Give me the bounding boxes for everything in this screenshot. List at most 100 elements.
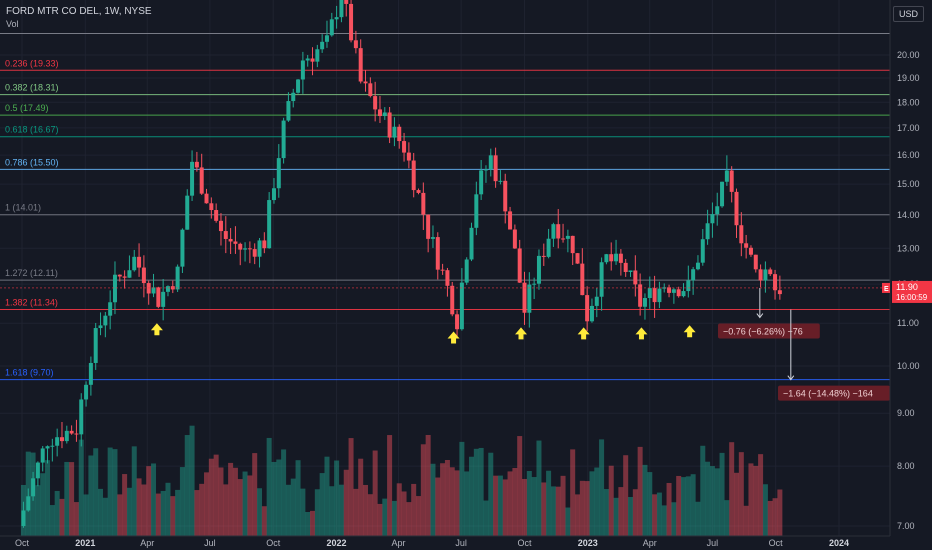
- candle-body: [194, 161, 199, 168]
- earnings-badge-label: E: [884, 286, 889, 293]
- volume-bar: [117, 494, 123, 536]
- candle-body: [223, 231, 228, 239]
- volume-bar: [146, 466, 152, 536]
- candle-body: [570, 235, 575, 254]
- volume-bar: [300, 488, 306, 536]
- volume-bar: [690, 474, 696, 536]
- candle-body: [551, 224, 556, 239]
- candle-body: [734, 191, 739, 226]
- volume-bar: [579, 480, 585, 536]
- volume-bar: [493, 475, 499, 536]
- candle-body: [411, 160, 416, 191]
- volume-bar: [242, 471, 248, 536]
- volume-bar: [334, 460, 340, 536]
- x-tick-label: Apr: [391, 538, 405, 548]
- volume-bar: [363, 484, 369, 536]
- candle-body: [165, 286, 170, 292]
- candle-body: [739, 225, 744, 244]
- y-tick-label: 8.00: [897, 461, 915, 471]
- x-tick-label: Oct: [266, 538, 281, 548]
- candle-body: [35, 462, 40, 479]
- candle-body: [532, 283, 537, 285]
- volume-bar: [93, 448, 99, 536]
- y-tick-label: 18.00: [897, 97, 920, 107]
- volume-bar: [343, 469, 349, 536]
- candle-body: [561, 238, 566, 240]
- volume-bar: [372, 450, 378, 536]
- candle-body: [671, 289, 676, 293]
- volume-bar: [729, 442, 735, 536]
- measurement-tools[interactable]: −0.76 (−6.26%) −76 −1.64 (−14.48%) −164: [718, 287, 890, 401]
- volume-bar: [261, 506, 267, 536]
- current-price-box: [892, 280, 932, 303]
- candle-body: [281, 120, 286, 159]
- candle-body: [652, 288, 657, 303]
- y-tick-label: 13.00: [897, 243, 920, 253]
- candle-body: [729, 170, 734, 192]
- candle-body: [642, 298, 647, 307]
- up-arrow-icon: [635, 327, 648, 340]
- candle-body: [445, 270, 450, 286]
- candle-body: [271, 188, 276, 201]
- fibonacci-retracement[interactable]: 0.236 (19.33) 0.382 (18.31) 0.5 (17.49) 0.6…: [0, 33, 890, 381]
- volume-bar: [228, 462, 234, 536]
- volume-bar: [199, 483, 205, 536]
- symbol-title[interactable]: FORD MTR CO DEL, 1W, NYSE: [6, 6, 152, 17]
- candle-body: [59, 437, 64, 442]
- volume-bar: [555, 486, 561, 536]
- candle-body: [488, 155, 493, 170]
- candle-body: [724, 170, 729, 182]
- volume-bar: [184, 435, 190, 536]
- volume-bar: [102, 497, 108, 536]
- volume-bar: [281, 449, 287, 536]
- candle-body: [377, 109, 382, 117]
- volume-bar: [122, 474, 128, 536]
- volume-bar: [435, 477, 441, 536]
- candle-body: [267, 200, 272, 249]
- volume-bar: [35, 485, 41, 536]
- volume-bar: [420, 444, 426, 536]
- fib-level-label: 0.618 (16.67): [5, 125, 59, 135]
- candle-body: [522, 282, 527, 313]
- candle-body: [430, 237, 435, 239]
- candle-body: [773, 274, 778, 291]
- candle-body: [700, 239, 705, 263]
- candle-body: [435, 237, 440, 270]
- candle-body: [715, 206, 720, 215]
- candle-body: [214, 210, 219, 221]
- volume-bar: [767, 500, 773, 536]
- volume-bar: [497, 475, 503, 536]
- volume-bar: [753, 465, 759, 536]
- fib-level-label: 1.272 (12.11): [5, 268, 58, 278]
- y-tick-label: 7.00: [897, 521, 915, 531]
- candle-body: [382, 112, 387, 117]
- measure-box: [718, 323, 820, 339]
- y-tick-label: 19.00: [897, 73, 920, 83]
- candle-body: [392, 126, 397, 138]
- up-arrow-icon: [683, 325, 696, 338]
- candle-body: [334, 17, 339, 20]
- candle-body: [585, 295, 590, 322]
- volume-bar: [473, 448, 479, 536]
- measure-arrowhead: [787, 375, 795, 381]
- volume-bar: [382, 498, 388, 536]
- volume-bar: [126, 487, 132, 536]
- candle-body: [315, 49, 320, 62]
- candle-body: [161, 291, 166, 307]
- candle-body: [421, 192, 426, 215]
- volume-bar: [353, 488, 359, 536]
- volume-bar: [377, 503, 383, 536]
- candle-body: [455, 314, 460, 330]
- volume-bar: [59, 498, 65, 536]
- volume-bar: [469, 456, 475, 536]
- volume-bar: [391, 500, 397, 536]
- time-axis[interactable]: Oct 2021 Apr Jul Oct 2022 Apr Jul Oct 2023 Apr Jul O…: [0, 535, 890, 548]
- currency-selector[interactable]: USD: [892, 6, 924, 22]
- fib-level-label: 0.236 (19.33): [5, 58, 59, 68]
- candle-body: [103, 315, 108, 326]
- volume-bar: [45, 460, 51, 536]
- volume-bar: [141, 484, 147, 536]
- candle-body: [50, 445, 55, 447]
- candle-body: [450, 285, 455, 315]
